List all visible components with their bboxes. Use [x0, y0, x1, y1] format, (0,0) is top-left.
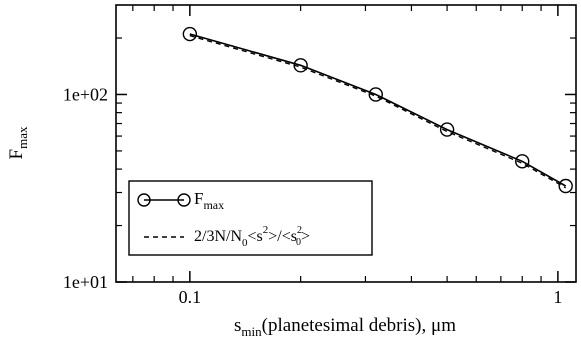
legend-label-fmax: Fmax: [194, 189, 224, 212]
legend-marker-left: [137, 193, 151, 207]
fmax-point: [182, 26, 198, 42]
x-tick-label: 0.1: [179, 287, 202, 307]
ratio-series-line: [189, 34, 567, 189]
fmax-series-line: [189, 33, 567, 187]
fmax-point: [515, 154, 530, 169]
fmax-point: [439, 122, 455, 137]
series-layer: [182, 26, 573, 194]
y-tick-label: 1e+02: [63, 84, 108, 104]
legend-marker-right: [177, 193, 191, 207]
y-axis-label: Fmax: [6, 126, 30, 159]
tick-labels: 0.1 1 1e+01 1e+02: [63, 84, 563, 307]
minor-ticks: [116, 5, 576, 282]
y-tick-label: 1e+01: [63, 272, 108, 292]
fmax-point: [368, 87, 383, 102]
fmax-point: [558, 178, 573, 194]
x-tick-label: 1: [553, 287, 562, 307]
plot-frame: [115, 4, 577, 283]
legend-label-ratio: 2/3N/N0<s2>/<s2 0>: [194, 224, 310, 249]
legend-box: [128, 180, 373, 256]
x-axis-label: smin(planetesimal debris), μm: [234, 315, 456, 339]
major-ticks: [116, 5, 576, 283]
legend: Fmax 2/3N/N0<s2>/<s2 0>: [128, 180, 373, 256]
